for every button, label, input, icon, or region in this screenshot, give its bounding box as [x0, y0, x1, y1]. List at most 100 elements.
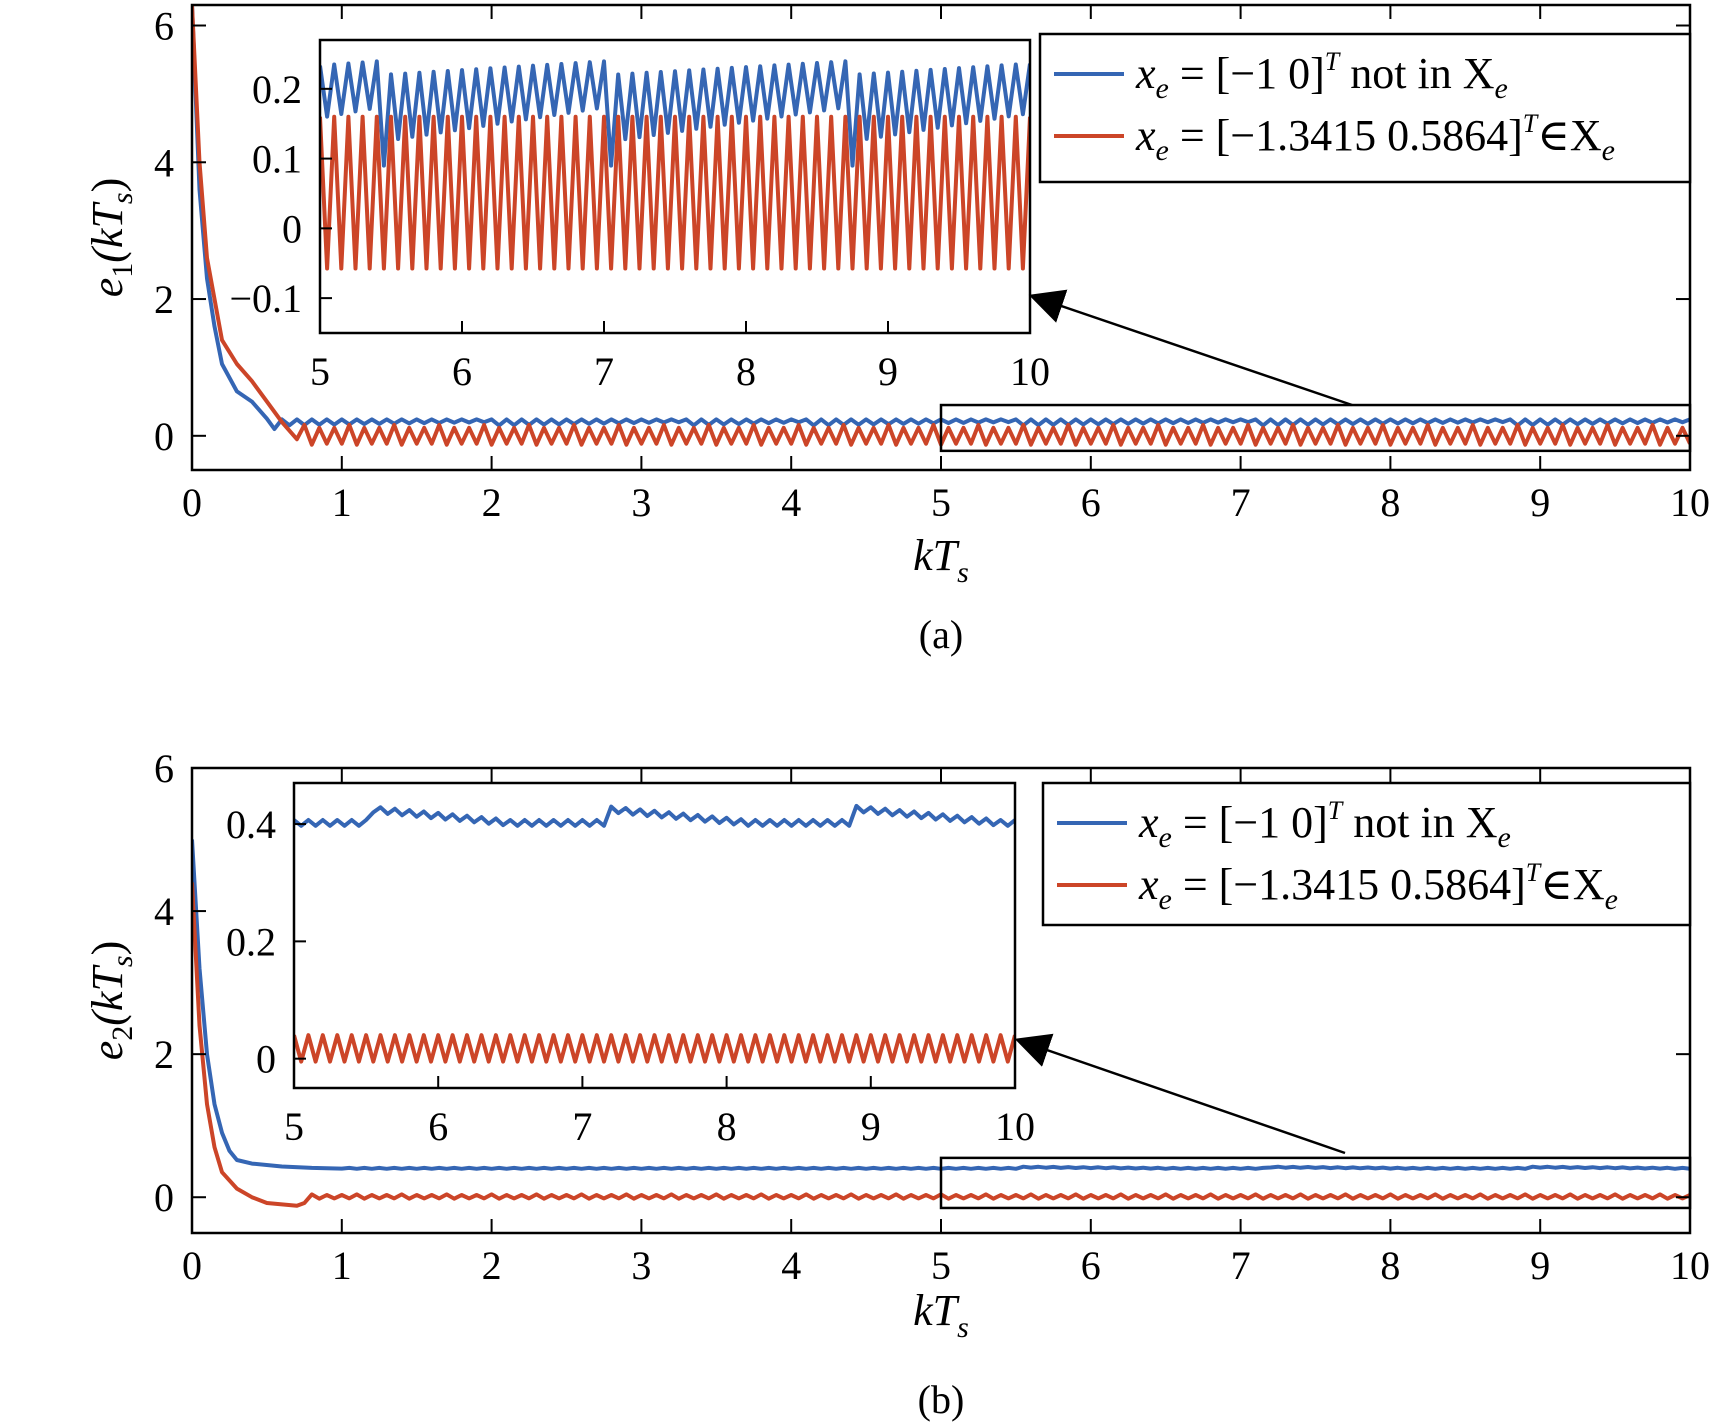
legend-mid: = [−1.3415 0.5864]	[1169, 111, 1523, 160]
inset-y-tick-label: 0	[256, 1037, 276, 1082]
x-tick-label: 4	[781, 1243, 801, 1288]
x-tick-label: 9	[1530, 480, 1550, 525]
legend-sub: e	[1159, 821, 1172, 854]
x-tick-label: 1	[332, 480, 352, 525]
legend-pre: x	[1135, 111, 1156, 160]
y-label-close: )	[83, 941, 132, 956]
x-tick-label: 2	[482, 480, 502, 525]
inset-series-line-1	[294, 803, 1015, 828]
legend-post: not in X	[1342, 798, 1497, 847]
panel-caption: (a)	[919, 612, 963, 657]
zoom-arrow	[1028, 289, 1353, 407]
legend-sup: T	[1523, 109, 1539, 138]
y-tick-label: 0	[154, 414, 174, 459]
inset-x-tick-label: 10	[1010, 349, 1050, 394]
x-tick-label: 7	[1231, 1243, 1251, 1288]
inset-y-tick-label: −0.1	[229, 276, 302, 321]
inset-y-tick-label: 0.4	[226, 802, 276, 847]
series-line-1	[192, 5, 1690, 431]
inset-x-tick-label: 6	[452, 349, 472, 394]
inset-y-tick-label: 0.2	[252, 67, 302, 112]
inset-x-tick-label: 8	[736, 349, 756, 394]
inset-series-line-2	[320, 114, 1030, 271]
inset-x-tick-label: 5	[310, 349, 330, 394]
y-label-open: (kT	[83, 201, 132, 263]
inset-x-tick-label: 8	[717, 1104, 737, 1149]
x-tick-label: 3	[631, 480, 651, 525]
inset-y-tick-label: 0.2	[226, 919, 276, 964]
inset-x-tick-label: 9	[861, 1104, 881, 1149]
inset-frame	[292, 781, 1017, 1090]
legend-mid: = [−1 0]	[1169, 49, 1325, 98]
y-label-sub: 2	[106, 1026, 139, 1041]
inset-x-tick-label: 6	[428, 1104, 448, 1149]
x-tick-label: 8	[1380, 480, 1400, 525]
x-tick-label: 3	[631, 1243, 651, 1288]
legend-sup: T	[1325, 47, 1341, 76]
x-axis-label: kTs	[913, 531, 969, 589]
x-tick-label: 10	[1670, 1243, 1710, 1288]
y-label-main: e	[83, 278, 132, 298]
legend-entry-2: xe = [−1.3415 0.5864]T∈Xe	[1138, 858, 1618, 916]
legend-mid: = [−1.3415 0.5864]	[1172, 860, 1526, 909]
x-tick-label: 4	[781, 480, 801, 525]
x-tick-label: 10	[1670, 480, 1710, 525]
inset-x-tick-label: 10	[995, 1104, 1035, 1149]
y-label-sub2: s	[106, 192, 139, 204]
legend-sup: T	[1526, 858, 1542, 887]
x-label-sub: s	[957, 1311, 969, 1344]
legend-box	[1041, 781, 1692, 927]
inset-series-line-2	[294, 1033, 1015, 1064]
zoom-arrow	[1014, 1033, 1346, 1155]
x-axis-label: kTs	[913, 1286, 969, 1344]
inset-y-tick-label: 0.1	[252, 137, 302, 182]
inset-x-tick-label: 9	[878, 349, 898, 394]
x-tick-label: 1	[332, 1243, 352, 1288]
legend-sub2: e	[1605, 883, 1618, 916]
legend-sub2: e	[1498, 821, 1511, 854]
y-label-sub2: s	[106, 955, 139, 967]
legend-sub: e	[1156, 72, 1169, 105]
series-line-2	[192, 5, 1690, 447]
x-tick-label: 9	[1530, 1243, 1550, 1288]
legend-entry-1: xe = [−1 0]T not in Xe	[1135, 47, 1508, 105]
x-label-sub: s	[957, 556, 969, 589]
legend-sub: e	[1159, 883, 1172, 916]
y-label-sub: 1	[106, 263, 139, 278]
inset-series-line-1	[320, 59, 1030, 168]
y-tick-label: 2	[154, 277, 174, 322]
x-tick-label: 0	[182, 1243, 202, 1288]
y-axis-label: e2(kTs)	[83, 941, 139, 1061]
y-tick-label: 6	[154, 746, 174, 791]
x-label-main: kT	[913, 531, 961, 580]
legend-box	[1038, 32, 1692, 184]
inset-x-tick-label: 7	[572, 1104, 592, 1149]
y-tick-label: 0	[154, 1175, 174, 1220]
zoom-region-box	[939, 1156, 1692, 1210]
x-tick-label: 2	[482, 1243, 502, 1288]
legend-sub2: e	[1602, 134, 1615, 167]
x-tick-label: 0	[182, 480, 202, 525]
series-line-1	[192, 839, 1690, 1171]
legend-sub2: e	[1495, 72, 1508, 105]
inset-x-tick-label: 7	[594, 349, 614, 394]
inset-y-tick-label: 0	[282, 206, 302, 251]
legend-post: ∈X	[1537, 111, 1601, 160]
x-tick-label: 6	[1081, 1243, 1101, 1288]
x-tick-label: 5	[931, 1243, 951, 1288]
legend-entry-2: xe = [−1.3415 0.5864]T∈Xe	[1135, 109, 1615, 167]
legend-post: not in X	[1339, 49, 1494, 98]
panel-caption: (b)	[918, 1377, 965, 1422]
y-axis-label: e1(kTs)	[83, 178, 139, 298]
inset-frame	[318, 38, 1032, 335]
x-label-main: kT	[913, 1286, 961, 1335]
x-tick-label: 8	[1380, 1243, 1400, 1288]
legend-mid: = [−1 0]	[1172, 798, 1328, 847]
y-tick-label: 4	[154, 140, 174, 185]
legend-post: ∈X	[1540, 860, 1604, 909]
y-label-main: e	[83, 1041, 132, 1061]
y-tick-label: 6	[154, 4, 174, 49]
